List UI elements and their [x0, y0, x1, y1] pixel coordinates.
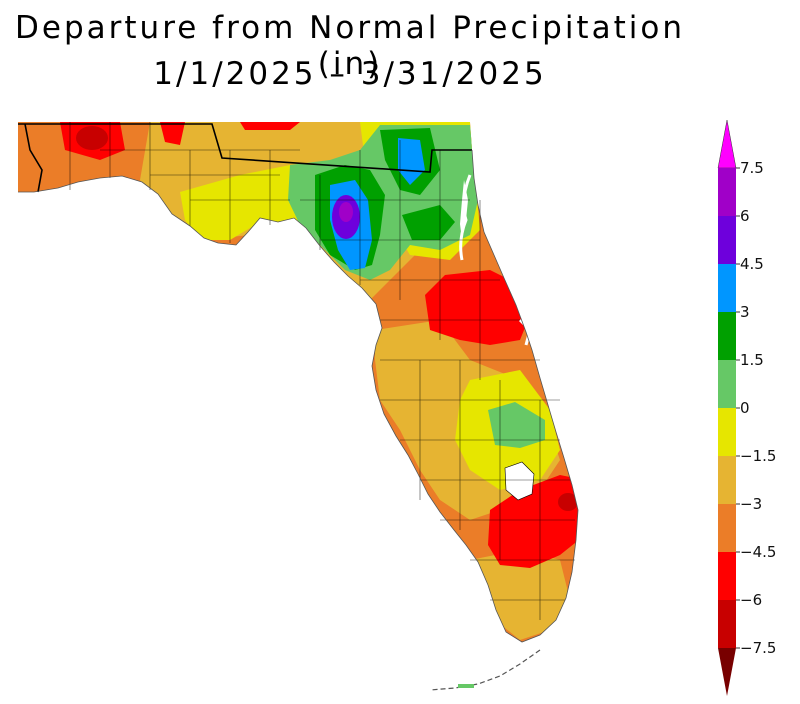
county-lines	[69, 122, 575, 620]
legend-label: −3	[740, 495, 762, 513]
florida-precip-map	[18, 122, 579, 691]
legend-swatch	[718, 216, 736, 264]
legend-swatch	[718, 552, 736, 600]
coastline	[18, 149, 579, 643]
legend-label: −7.5	[740, 639, 776, 657]
legend-label: 3	[740, 303, 750, 321]
state-line	[18, 123, 472, 173]
contour-3-4.5	[330, 138, 425, 270]
legend-swatch	[718, 312, 736, 360]
legend-swatch	[718, 264, 736, 312]
legend-swatch	[718, 408, 736, 456]
contour-6-7.5	[339, 202, 353, 222]
legend-label: 0	[740, 399, 750, 417]
contour-minus4.5-minus6	[60, 122, 578, 568]
legend-arrow-high	[717, 119, 737, 169]
legend-label: 1.5	[740, 351, 764, 369]
florida-keys	[429, 649, 541, 691]
al-border	[24, 123, 43, 193]
legend-label: −1.5	[740, 447, 776, 465]
legend-label: −4.5	[740, 543, 776, 561]
legend-swatch	[718, 600, 736, 648]
legend-label: 4.5	[740, 255, 764, 273]
legend-arrow-low	[718, 648, 736, 696]
key-patch	[458, 684, 474, 688]
legend-swatch	[718, 168, 736, 216]
contour-minus6-minus7.5	[76, 126, 108, 150]
legend-swatch	[718, 456, 736, 504]
legend-swatch	[718, 504, 736, 552]
legend-label: 7.5	[740, 159, 764, 177]
lake-okeechobee	[504, 461, 535, 501]
indian-river-lagoon	[518, 318, 532, 346]
legend-label: 6	[740, 207, 750, 225]
river-stjohns	[459, 174, 472, 261]
map-title: Departure from Normal Precipitation (in)	[15, 10, 685, 82]
contour-minus6-minus7.5-south	[558, 493, 578, 511]
date-range: 1/1/2025 – 3/31/2025	[153, 56, 547, 92]
legend-swatch	[718, 360, 736, 408]
legend-label: −6	[740, 591, 762, 609]
